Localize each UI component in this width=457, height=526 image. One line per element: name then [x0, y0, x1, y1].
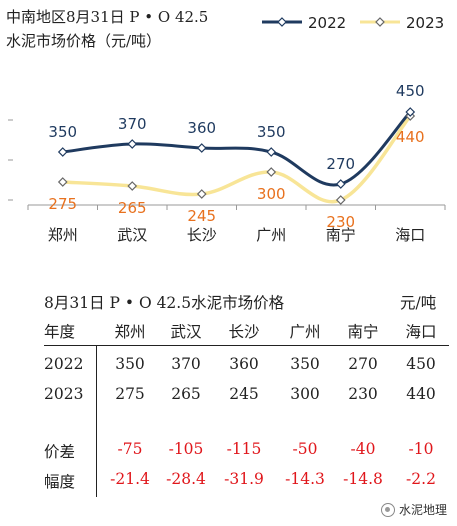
data-label-2023: 245 [187, 207, 216, 225]
table-column-header: 郑州 [114, 323, 146, 341]
table-row-label: 幅度 [44, 473, 76, 491]
x-tick-label: 武汉 [117, 226, 147, 244]
table-title: 8月31日 P • O 42.5水泥市场价格 [44, 294, 285, 312]
table-cell: 450 [406, 355, 436, 373]
data-label-2023: 230 [326, 213, 355, 231]
data-point-2022 [196, 143, 207, 153]
legend-label-2022: 2022 [308, 14, 346, 32]
table-cell: 350 [290, 355, 320, 373]
data-point-2023 [335, 195, 346, 205]
table-cell: -105 [168, 440, 204, 458]
data-label-2022: 360 [187, 119, 216, 137]
data-label-2023: 275 [48, 195, 77, 213]
legend-label-2023: 2023 [406, 14, 444, 32]
table-cell: 350 [115, 355, 145, 373]
table-cell: -75 [117, 440, 143, 458]
x-tick-label: 长沙 [187, 226, 217, 244]
x-tick-label: 南宁 [326, 226, 356, 244]
data-label-2022: 270 [326, 155, 355, 173]
data-point-2022 [57, 147, 68, 157]
data-label-2022: 350 [48, 123, 77, 141]
table-row-label: 2023 [44, 385, 84, 403]
table-cell: -115 [226, 440, 262, 458]
table-column-header: 海口 [405, 323, 437, 341]
legend-marker-2022 [277, 17, 287, 27]
table-column-header: 广州 [289, 323, 321, 341]
data-label-2023: 265 [118, 199, 147, 217]
data-label-2022: 450 [396, 82, 425, 100]
table-cell: 275 [115, 385, 145, 403]
data-point-2023 [127, 181, 138, 191]
table-cell: -21.4 [110, 470, 150, 488]
chart-title-line1: 中南地区8月31日 P • O 42.5 [6, 8, 209, 26]
table-column-header: 长沙 [228, 323, 260, 341]
table-corner-header: 年度 [44, 323, 76, 341]
series-line-2022 [61, 110, 412, 187]
table-cell: 245 [229, 385, 259, 403]
table-cell: 265 [171, 385, 201, 403]
table-cell: -31.9 [224, 470, 264, 488]
table-cell: -14.3 [285, 470, 325, 488]
data-point-2022 [335, 179, 346, 189]
data-point-2023 [57, 177, 68, 187]
data-point-2023 [266, 167, 277, 177]
data-label-2022: 350 [257, 123, 286, 141]
data-point-2022 [266, 147, 277, 157]
table-cell: 440 [406, 385, 436, 403]
table-cell: -14.8 [343, 470, 383, 488]
chart-title-line2: 水泥市场价格（元/吨） [6, 32, 162, 50]
data-label-2023: 440 [396, 128, 425, 146]
table-unit: 元/吨 [400, 294, 437, 312]
data-point-2022 [405, 107, 416, 117]
table-cell: 370 [171, 355, 201, 373]
table-column-header: 南宁 [347, 323, 379, 341]
table-cell: -10 [408, 440, 434, 458]
series-line-2023 [61, 114, 412, 204]
table-row-label: 2022 [44, 355, 84, 373]
x-tick-label: 广州 [256, 226, 286, 244]
table-cell: 230 [348, 385, 378, 403]
table-cell: 300 [290, 385, 320, 403]
legend-marker-2023 [375, 17, 385, 27]
table-cell: 270 [348, 355, 378, 373]
table-cell: 360 [229, 355, 259, 373]
watermark-text: 水泥地理 [398, 503, 447, 517]
data-label-2022: 370 [118, 115, 147, 133]
wechat-logo-icon [380, 502, 395, 517]
x-tick-label: 海口 [395, 226, 425, 244]
table-cell: -50 [292, 440, 318, 458]
data-point-2022 [127, 139, 138, 149]
x-tick-label: 郑州 [48, 226, 78, 244]
table-header-divider [44, 345, 449, 346]
watermark: 水泥地理 [380, 501, 447, 518]
data-label-2023: 300 [257, 185, 286, 203]
table-row-divider [96, 345, 97, 497]
data-point-2023 [196, 189, 207, 199]
price-line-chart: 郑州 武汉 长沙 广州 南宁 海口 275 265 245 300 230 440 350 370 360 3… [8, 14, 446, 244]
table-row-label: 价差 [44, 443, 76, 461]
table-cell: -2.2 [406, 470, 436, 488]
table-cell: -28.4 [166, 470, 206, 488]
table-column-header: 武汉 [170, 323, 202, 341]
table-cell: -40 [350, 440, 376, 458]
